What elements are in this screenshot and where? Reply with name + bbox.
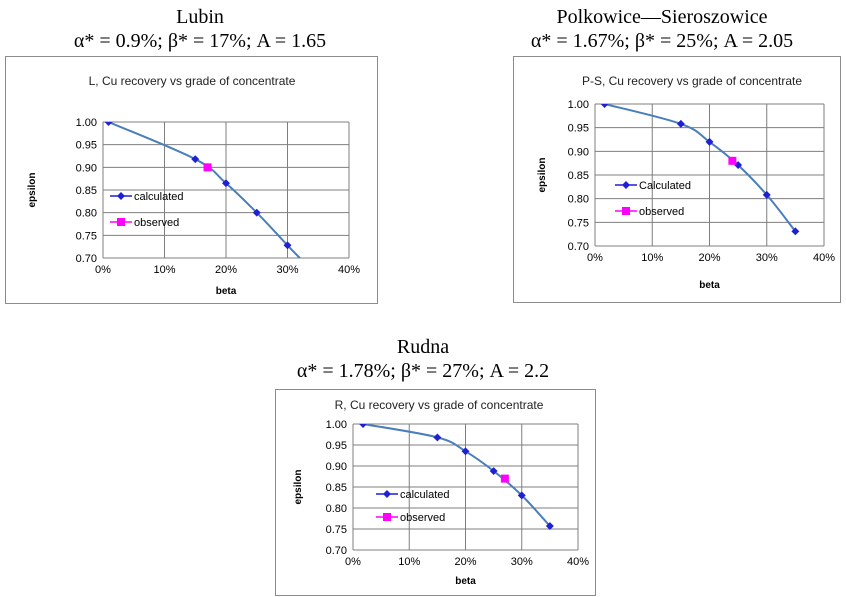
legend-marker-calculated (117, 192, 125, 200)
x-tick-label: 20% (454, 556, 476, 568)
series-line-calculated (604, 104, 797, 232)
x-tick-label: 20% (215, 264, 237, 276)
legend-label-calculated: calculated (134, 191, 184, 203)
data-point-calculated (359, 424, 367, 428)
header-lubin: Lubin α* = 0.9%; β* = 17%; A = 1.65 (10, 5, 390, 53)
data-point-calculated (191, 155, 200, 164)
series-line-calculated (362, 424, 551, 527)
chart-title: L, Cu recovery vs grade of concentrate (89, 74, 296, 88)
header-params: α* = 1.78%; β* = 27%; A = 2.2 (296, 360, 550, 382)
x-tick-label: 40% (813, 252, 835, 264)
x-axis-label: beta (699, 280, 720, 291)
data-point-calculated (252, 208, 261, 217)
legend-marker-calculated (622, 181, 630, 189)
legend-label-observed: observed (639, 206, 684, 218)
y-tick-label: 0.80 (326, 503, 347, 515)
y-tick-label: 0.85 (326, 482, 347, 494)
x-tick-label: 30% (756, 252, 778, 264)
x-tick-label: 0% (587, 252, 603, 264)
legend-marker-observed (117, 218, 125, 226)
y-tick-label: 0.80 (568, 194, 589, 206)
header-params: α* = 1.67%; β* = 25%; A = 2.05 (530, 30, 794, 52)
series-calculated (359, 424, 554, 531)
x-tick-label: 20% (698, 252, 720, 264)
data-point-observed (500, 474, 509, 483)
header-params: α* = 0.9%; β* = 17%; A = 1.65 (73, 30, 327, 52)
y-tick-label: 0.70 (76, 253, 97, 265)
y-axis-label: epsilon (27, 172, 38, 207)
data-point-observed (728, 156, 737, 165)
data-point-calculated (104, 122, 113, 126)
y-tick-label: 1.00 (76, 117, 97, 129)
y-tick-label: 0.75 (568, 217, 589, 229)
x-axis-label: beta (216, 286, 237, 297)
legend-marker-observed (383, 513, 391, 521)
x-tick-label: 30% (276, 264, 298, 276)
chart-title: P-S, Cu recovery vs grade of concentrate (582, 74, 802, 88)
y-axis-label: epsilon (293, 469, 304, 504)
chart-svg-rudna: R, Cu recovery vs grade of concentrate 0.… (293, 398, 589, 587)
y-tick-label: 0.70 (568, 241, 589, 253)
data-point-calculated (433, 433, 442, 442)
x-axis-label: beta (455, 576, 476, 587)
x-tick-label: 10% (641, 252, 663, 264)
x-tick-label: 10% (398, 556, 420, 568)
y-axis-label: epsilon (537, 157, 548, 192)
header-name: Lubin (176, 6, 224, 28)
header-polkowice: Polkowice—Sieroszowice α* = 1.67%; β* = … (478, 5, 846, 53)
y-tick-label: 0.95 (76, 140, 97, 152)
data-point-observed (203, 163, 212, 172)
legend-marker-calculated (383, 490, 391, 498)
data-point-calculated (676, 119, 685, 128)
chart-svg-polkowice: P-S, Cu recovery vs grade of concentrate… (537, 74, 835, 291)
series-calculated (104, 122, 301, 258)
chart-panel-rudna: R, Cu recovery vs grade of concentrate 0.… (275, 389, 596, 596)
legend-label-calculated: calculated (400, 489, 450, 501)
y-tick-label: 0.90 (76, 162, 97, 174)
y-tick-label: 0.85 (568, 170, 589, 182)
y-tick-label: 0.80 (76, 208, 97, 220)
y-tick-label: 0.95 (326, 440, 347, 452)
chart-panel-polkowice: P-S, Cu recovery vs grade of concentrate… (513, 56, 841, 303)
y-tick-label: 1.00 (568, 99, 589, 111)
y-tick-label: 0.85 (76, 185, 97, 197)
legend-label-calculated: Calculated (639, 180, 691, 192)
chart-svg-lubin: L, Cu recovery vs grade of concentrate 0.… (27, 74, 360, 297)
header-name: Polkowice—Sieroszowice (556, 6, 768, 28)
x-tick-label: 10% (153, 264, 175, 276)
header-rudna: Rudna α* = 1.78%; β* = 27%; A = 2.2 (233, 335, 613, 383)
y-tick-label: 0.75 (76, 230, 97, 242)
y-tick-label: 0.90 (568, 146, 589, 158)
header-name: Rudna (396, 336, 450, 358)
y-tick-label: 0.95 (568, 123, 589, 135)
data-point-calculated (489, 467, 498, 475)
data-point-calculated (461, 447, 470, 456)
data-point-calculated (222, 179, 230, 188)
legend-marker-observed (622, 207, 630, 215)
x-tick-label: 0% (95, 264, 111, 276)
x-tick-label: 40% (338, 264, 360, 276)
x-tick-label: 40% (567, 556, 589, 568)
data-point-calculated (600, 104, 609, 108)
x-tick-label: 0% (345, 556, 361, 568)
x-tick-label: 30% (511, 556, 533, 568)
data-point-calculated (283, 241, 292, 250)
legend-label-observed: observed (400, 512, 445, 524)
y-tick-label: 1.00 (326, 419, 347, 431)
y-tick-label: 0.75 (326, 524, 347, 536)
y-tick-label: 0.90 (326, 461, 347, 473)
y-tick-label: 0.70 (326, 545, 347, 557)
series-calculated (600, 104, 800, 236)
legend-label-observed: observed (134, 217, 179, 229)
chart-panel-lubin: L, Cu recovery vs grade of concentrate 0.… (5, 56, 378, 304)
chart-title: R, Cu recovery vs grade of concentrate (335, 398, 544, 412)
